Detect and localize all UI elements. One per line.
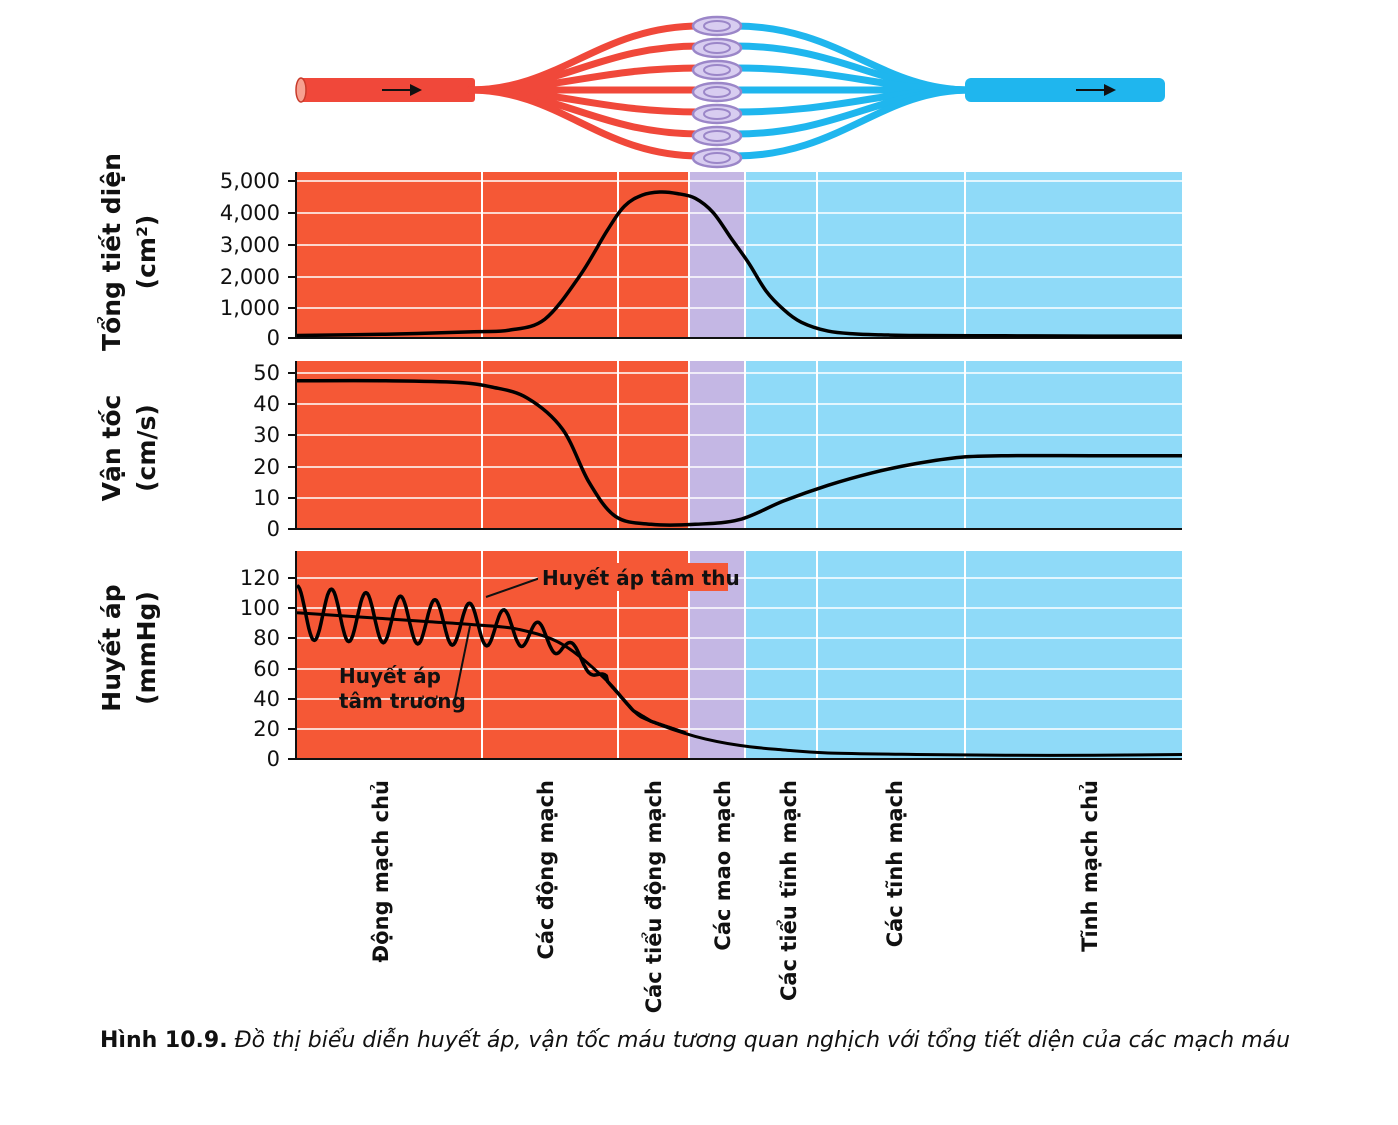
region-background xyxy=(618,172,689,338)
vessel-diagram xyxy=(295,15,1165,169)
y-tick-label: 5,000 xyxy=(220,169,280,193)
capillary-bed xyxy=(691,37,743,59)
vein-branch xyxy=(731,86,974,160)
chart-panels: 5,000 4,000 3,000 2,000 1,000 0 Tổng tiết diện… xyxy=(96,153,1183,771)
capillary-bed xyxy=(691,103,743,125)
y-tick-label: 3,000 xyxy=(220,233,280,257)
y-tick-label: 30 xyxy=(253,423,280,447)
region-background xyxy=(618,361,689,529)
capillary-coil xyxy=(703,108,731,120)
y-tick-label: 40 xyxy=(253,687,280,711)
y-tick-label: 0 xyxy=(267,517,280,541)
region-background xyxy=(482,361,618,529)
region-background xyxy=(745,551,817,759)
annotation-diastolic-line2: tâm trương xyxy=(339,689,466,713)
y-tick-label: 10 xyxy=(253,486,280,510)
region-background xyxy=(689,172,745,338)
annotation-bg xyxy=(538,563,728,591)
category-label: Các động mạch xyxy=(534,780,558,960)
capillary-bed xyxy=(691,15,743,37)
y-tick-label: 50 xyxy=(253,361,280,385)
caption-text: Đồ thị biểu diễn huyết áp, vận tốc máu t… xyxy=(234,1028,1291,1053)
category-label: Các tiểu tĩnh mạch xyxy=(776,780,801,1001)
y-axis-label: Huyết áp xyxy=(97,584,126,711)
capillary-coil xyxy=(703,86,731,98)
annotation-diastolic-line1: Huyết áp xyxy=(339,664,441,688)
region-background xyxy=(965,172,1182,338)
y-tick-label: 40 xyxy=(253,392,280,416)
capillary-bed xyxy=(691,147,743,169)
y-axis-unit: (mmHg) xyxy=(132,591,161,705)
flow-arrow-in-head xyxy=(410,84,422,96)
capillary-coil xyxy=(703,152,731,164)
capillary-coil xyxy=(703,64,731,76)
chart-panel-2: 50 40 30 20 10 0 Vận tốc (cm/s) xyxy=(97,361,1182,541)
region-background xyxy=(297,361,482,529)
region-background xyxy=(817,172,965,338)
y-tick-label: 120 xyxy=(240,566,280,590)
capillary-coil xyxy=(703,130,731,142)
capillary-bed xyxy=(691,59,743,81)
y-tick-label: 20 xyxy=(253,455,280,479)
y-tick-label: 20 xyxy=(253,717,280,741)
flow-arrow-out-head xyxy=(1104,84,1116,96)
vena-cava-vessel xyxy=(965,78,1165,102)
category-label: Các tiểu động mạch xyxy=(641,780,666,1013)
figure-caption: Hình 10.9. Đồ thị biểu diễn huyết áp, vậ… xyxy=(100,1028,1390,1053)
capillary-bed xyxy=(691,125,743,147)
artery-branch xyxy=(466,86,704,160)
chart-panel-1: 5,000 4,000 3,000 2,000 1,000 0 Tổng tiết diện… xyxy=(96,153,1183,351)
y-tick-label: 4,000 xyxy=(220,201,280,225)
category-label: Động mạch chủ xyxy=(369,780,393,962)
annotation-leader xyxy=(453,625,471,705)
region-background xyxy=(297,172,482,338)
series-line xyxy=(296,190,1183,338)
y-tick-label: 0 xyxy=(267,747,280,771)
y-axis-unit: (cm/s) xyxy=(132,404,161,492)
figure: 5,000 4,000 3,000 2,000 1,000 0 Tổng tiết diện… xyxy=(96,15,1183,1013)
annotation-systolic: Huyết áp tâm thu xyxy=(542,566,740,590)
region-background xyxy=(817,551,965,759)
capillary-coil xyxy=(703,20,731,32)
capillary-bed xyxy=(691,81,743,103)
y-axis-label: Tổng tiết diện xyxy=(96,153,126,351)
y-axis-label: Vận tốc xyxy=(97,395,126,502)
annotation-leader xyxy=(485,577,541,598)
category-label: Các mao mạch xyxy=(711,780,735,951)
y-tick-label: 1,000 xyxy=(220,296,280,320)
y-tick-label: 60 xyxy=(253,657,280,681)
region-background xyxy=(817,361,965,529)
series-line xyxy=(296,378,1182,527)
capillary-coil xyxy=(703,42,731,54)
region-background xyxy=(745,172,817,338)
region-background xyxy=(689,361,745,529)
region-background xyxy=(297,551,482,759)
region-background xyxy=(482,172,618,338)
y-tick-label: 2,000 xyxy=(220,265,280,289)
pressure-oscillation-line xyxy=(295,584,687,735)
y-tick-label: 100 xyxy=(240,596,280,620)
y-tick-label: 80 xyxy=(253,626,280,650)
category-labels: Động mạch chủ Các động mạch Các tiểu động … xyxy=(369,780,1102,1013)
category-label: Các tĩnh mạch xyxy=(883,780,907,947)
y-tick-label: 0 xyxy=(267,326,280,350)
category-label: Tĩnh mạch chủ xyxy=(1078,780,1102,952)
caption-label: Hình 10.9. xyxy=(100,1028,228,1053)
region-background xyxy=(965,361,1182,529)
aorta-opening xyxy=(295,77,307,103)
y-axis-unit: (cm²) xyxy=(132,215,161,290)
region-background xyxy=(965,551,1182,759)
